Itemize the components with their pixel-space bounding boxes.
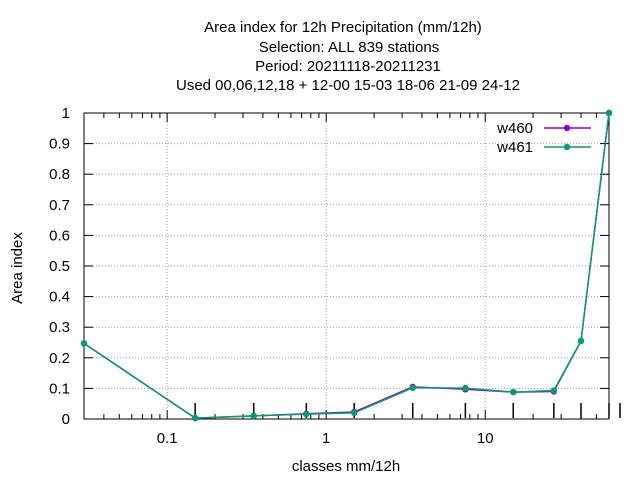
y-tick-label: 0.2	[49, 350, 70, 367]
y-tick-label: 0.9	[49, 136, 70, 153]
data-point-w461	[250, 412, 257, 420]
legend: w460 w461	[496, 120, 591, 156]
data-point-w461	[191, 414, 199, 422]
y-tick-label: 1	[62, 105, 70, 122]
data-point-w461	[605, 109, 613, 117]
title-line-2: Selection: ALL 839 stations	[259, 39, 439, 56]
y-axis-label: Area index	[9, 232, 26, 304]
title-line-3: Period: 20211118-20211231	[255, 58, 441, 75]
data-point-w461	[462, 384, 469, 392]
data-point-w461	[351, 409, 358, 417]
legend-swatch-marker	[563, 124, 571, 132]
y-tick-label: 0.3	[49, 319, 70, 336]
plot-frame	[83, 112, 610, 420]
x-tick-label: 10	[477, 430, 494, 447]
data-point-w461	[80, 340, 88, 347]
y-tick-label: 0.6	[49, 227, 70, 244]
series-layer	[80, 109, 613, 422]
data-point-w461	[409, 384, 416, 391]
y-tick-label: 0.1	[49, 380, 70, 397]
title-line-1: Area index for 12h Precipitation (mm/12h…	[204, 19, 482, 36]
axis-ticks	[84, 112, 621, 420]
grid-lines	[84, 113, 609, 419]
x-tick-label: 0.1	[157, 430, 178, 447]
y-tick-label: 0.8	[49, 166, 70, 183]
y-tick-label: 0.7	[49, 197, 70, 214]
legend-label: w461	[496, 139, 533, 156]
data-point-w461	[550, 387, 558, 394]
legend-swatch-marker	[563, 143, 571, 151]
data-point-w461	[577, 337, 585, 345]
x-tick-labels: 0.1 1 10	[157, 430, 494, 447]
y-tick-label: 0	[62, 411, 70, 428]
legend-label: w460	[496, 120, 533, 137]
data-point-w461	[510, 388, 517, 396]
x-axis-label: classes mm/12h	[292, 458, 400, 475]
y-tick-label: 0.4	[49, 289, 70, 306]
y-tick-label: 0.5	[49, 258, 70, 275]
y-tick-labels: 0 0.1 0.2 0.3 0.4 0.5 0.6 0.7 0.8 0.9 1	[49, 105, 70, 428]
title-line-4: Used 00,06,12,18 + 12-00 15-03 18-06 21-…	[176, 77, 520, 94]
x-tick-label: 1	[322, 430, 330, 447]
chart-title: Area index for 12h Precipitation (mm/12h…	[176, 19, 520, 94]
data-point-w461	[303, 410, 310, 418]
